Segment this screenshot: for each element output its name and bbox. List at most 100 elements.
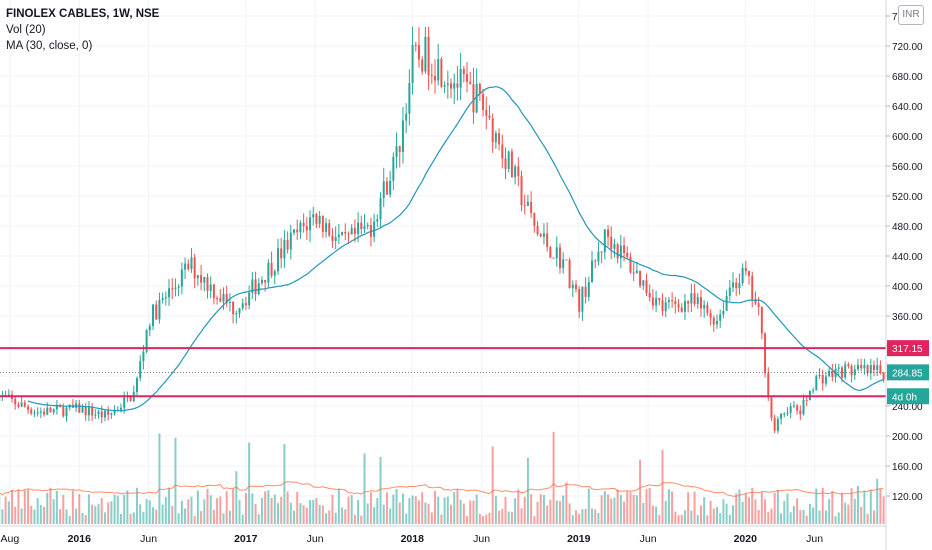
volume-bar bbox=[17, 489, 20, 524]
volume-bar bbox=[321, 505, 324, 524]
candle-body bbox=[840, 367, 843, 378]
candle-body bbox=[831, 370, 834, 378]
volume-bar bbox=[818, 510, 821, 524]
candle-body bbox=[456, 83, 459, 88]
volume-bar bbox=[65, 509, 68, 524]
candle-body bbox=[164, 297, 167, 299]
candle-body bbox=[97, 411, 100, 415]
symbol-title[interactable]: FINOLEX CABLES, 1W, NSE bbox=[6, 8, 160, 20]
volume-bar bbox=[360, 515, 363, 524]
x-tick-label: Jun bbox=[640, 533, 657, 545]
candle-body bbox=[273, 271, 276, 276]
time-axis[interactable]: Aug 2016 Jun 2017 Jun 2018 Jun 2019 Jun 2020 Jun bbox=[0, 525, 886, 545]
candle-body bbox=[299, 222, 302, 233]
volume-bar bbox=[177, 513, 180, 524]
volume-bar bbox=[860, 506, 863, 524]
candle-body bbox=[594, 260, 597, 262]
candle-body bbox=[703, 304, 706, 309]
volume-bar bbox=[562, 495, 565, 524]
candle-body bbox=[296, 229, 299, 233]
candle-body bbox=[389, 180, 392, 195]
candle-body bbox=[530, 201, 533, 213]
volume-bar bbox=[533, 516, 536, 524]
candle-body bbox=[337, 234, 340, 238]
candle-body bbox=[180, 269, 183, 287]
volume-bar bbox=[408, 498, 411, 524]
volume-bar bbox=[283, 444, 286, 524]
volume-bar bbox=[770, 508, 773, 524]
candle-body bbox=[619, 245, 622, 259]
volume-bars bbox=[0, 431, 885, 524]
y-tick-label: 360.00 bbox=[892, 312, 923, 323]
volume-bar bbox=[155, 509, 158, 524]
moving-average-line bbox=[27, 85, 884, 412]
candle-body bbox=[81, 407, 84, 413]
horizontal-levels[interactable] bbox=[0, 347, 886, 398]
volume-bar bbox=[443, 497, 446, 524]
volume-bar bbox=[840, 492, 843, 524]
volume-bar bbox=[273, 494, 276, 524]
volume-bar bbox=[257, 514, 260, 524]
candle-body bbox=[626, 253, 629, 257]
volume-bar bbox=[280, 496, 283, 524]
x-tick-label: Aug bbox=[1, 533, 20, 545]
volume-bar bbox=[767, 511, 770, 524]
candle-body bbox=[398, 146, 401, 152]
volume-bar bbox=[405, 513, 408, 524]
volume-bar bbox=[587, 488, 590, 524]
volume-bar bbox=[754, 499, 757, 524]
volume-bar bbox=[235, 471, 238, 524]
volume-bar bbox=[59, 509, 62, 524]
candle-body bbox=[687, 300, 690, 304]
volume-bar bbox=[164, 497, 167, 524]
volume-bar bbox=[776, 489, 779, 524]
candle-body bbox=[244, 303, 247, 306]
volume-bar bbox=[542, 494, 545, 524]
ma-indicator-label[interactable]: MA (30, close, 0) bbox=[6, 40, 93, 52]
candle-body bbox=[728, 287, 731, 296]
currency-button[interactable]: INR bbox=[898, 5, 924, 25]
candle-body bbox=[392, 156, 395, 181]
candle-body bbox=[767, 373, 770, 398]
volume-bar bbox=[805, 515, 808, 524]
candle-body bbox=[786, 412, 789, 414]
y-tick-label: 160.00 bbox=[892, 462, 923, 473]
candle-body bbox=[709, 312, 712, 318]
candle-body bbox=[828, 370, 831, 377]
candle-body bbox=[773, 417, 776, 431]
volume-bar bbox=[11, 490, 14, 524]
y-tick-label: 200.00 bbox=[892, 432, 923, 443]
candle-body bbox=[187, 263, 190, 270]
candle-body bbox=[360, 222, 363, 230]
y-tick-label: 600.00 bbox=[892, 132, 923, 143]
volume-bar bbox=[350, 495, 353, 524]
volume-bar bbox=[847, 504, 850, 524]
candle-body bbox=[14, 398, 17, 405]
volume-indicator-label[interactable]: Vol (20) bbox=[6, 24, 46, 36]
volume-bar bbox=[401, 493, 404, 524]
candle-body bbox=[699, 297, 702, 309]
candle-body bbox=[507, 151, 510, 169]
price-badges: 317.15 284.85 4d 0h bbox=[887, 340, 929, 405]
volume-bar bbox=[462, 503, 465, 524]
volume-bar bbox=[94, 506, 97, 524]
candle-body bbox=[203, 276, 206, 283]
volume-bar bbox=[523, 496, 526, 524]
volume-bar bbox=[661, 450, 664, 524]
volume-bar bbox=[613, 497, 616, 524]
volume-bar bbox=[190, 496, 193, 524]
candle-body bbox=[799, 410, 802, 415]
candle-body bbox=[145, 330, 148, 352]
candle-body bbox=[882, 372, 885, 380]
volume-bar bbox=[373, 507, 376, 524]
volume-bar bbox=[764, 499, 767, 524]
candle-body bbox=[680, 307, 683, 312]
x-tick-label: Jun bbox=[806, 533, 823, 545]
price-axis[interactable]: 120.00160.00200.00240.00280.00320.00360.… bbox=[885, 0, 932, 550]
volume-bar bbox=[341, 507, 344, 524]
candle-body bbox=[462, 69, 465, 75]
candle-body bbox=[129, 395, 132, 401]
volume-bar bbox=[14, 506, 17, 524]
ma-path bbox=[27, 85, 884, 412]
